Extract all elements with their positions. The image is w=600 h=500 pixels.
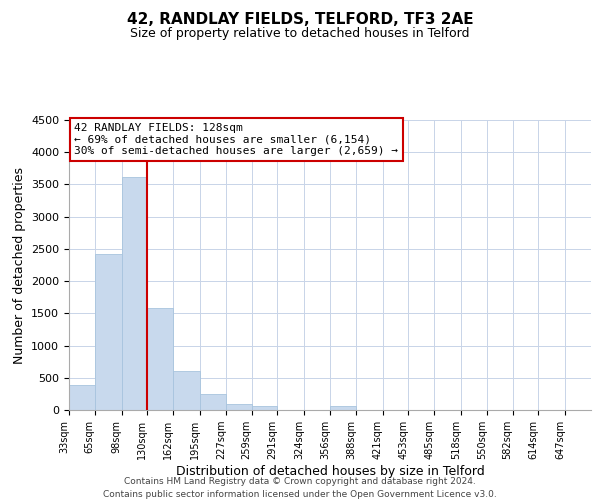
Text: Contains public sector information licensed under the Open Government Licence v3: Contains public sector information licen… bbox=[103, 490, 497, 499]
Bar bbox=[69, 385, 95, 410]
Text: Size of property relative to detached houses in Telford: Size of property relative to detached ho… bbox=[130, 28, 470, 40]
Bar bbox=[95, 254, 122, 410]
Bar bbox=[251, 406, 277, 410]
Bar bbox=[330, 406, 356, 410]
Text: Contains HM Land Registry data © Crown copyright and database right 2024.: Contains HM Land Registry data © Crown c… bbox=[124, 478, 476, 486]
Bar bbox=[173, 370, 200, 410]
X-axis label: Distribution of detached houses by size in Telford: Distribution of detached houses by size … bbox=[176, 465, 484, 478]
Y-axis label: Number of detached properties: Number of detached properties bbox=[13, 166, 26, 364]
Text: 42, RANDLAY FIELDS, TELFORD, TF3 2AE: 42, RANDLAY FIELDS, TELFORD, TF3 2AE bbox=[127, 12, 473, 28]
Bar bbox=[200, 394, 226, 410]
Text: 42 RANDLAY FIELDS: 128sqm
← 69% of detached houses are smaller (6,154)
30% of se: 42 RANDLAY FIELDS: 128sqm ← 69% of detac… bbox=[74, 123, 398, 156]
Bar bbox=[226, 404, 251, 410]
Bar bbox=[148, 308, 173, 410]
Bar bbox=[122, 176, 148, 410]
